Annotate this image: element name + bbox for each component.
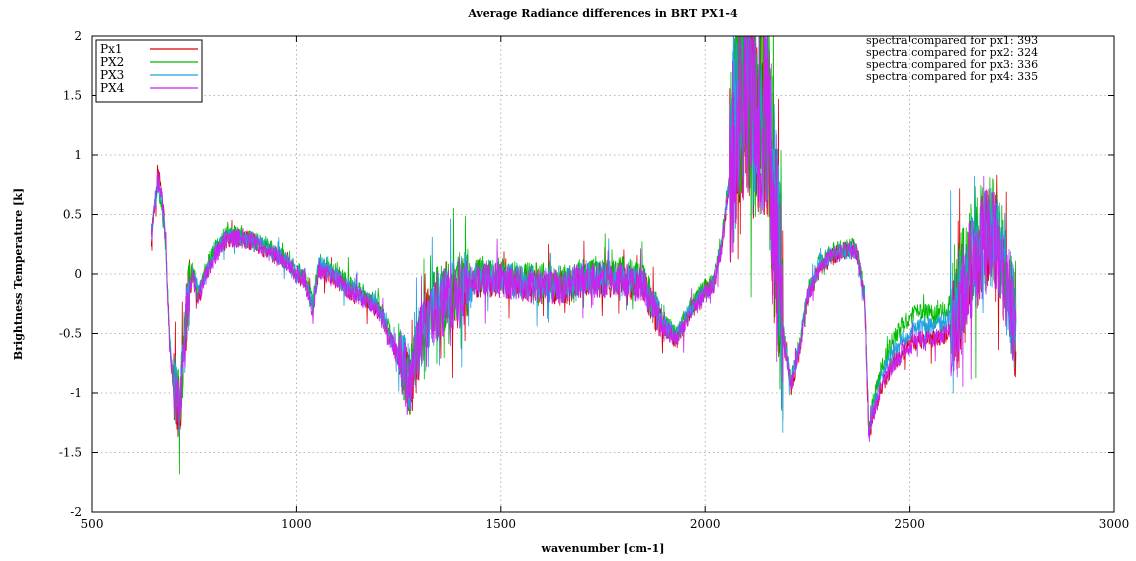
annotation-px1: spectra compared for px1: 393 bbox=[866, 34, 1038, 47]
y-axis-label: Brightness Temperature [k] bbox=[12, 188, 25, 360]
annotation-px4: spectra compared for px4: 335 bbox=[866, 70, 1038, 83]
x-tick-label: 1000 bbox=[281, 517, 312, 531]
y-tick-label: -1 bbox=[70, 386, 82, 400]
chart-title: Average Radiance differences in BRT PX1-… bbox=[467, 7, 738, 20]
legend-label-px3: PX3 bbox=[100, 68, 124, 82]
legend-label-px1: Px1 bbox=[100, 42, 122, 56]
x-tick-label: 1500 bbox=[486, 517, 517, 531]
x-tick-label: 500 bbox=[81, 517, 104, 531]
legend: Px1 PX2 PX3 PX4 bbox=[95, 39, 203, 103]
y-tick-label: 1.5 bbox=[63, 89, 82, 103]
y-tick-label: 1 bbox=[74, 148, 82, 162]
x-axis-label: wavenumber [cm-1] bbox=[541, 542, 665, 555]
annotations: spectra compared for px1: 393 spectra co… bbox=[866, 34, 1038, 83]
y-tick-label: 0.5 bbox=[63, 208, 82, 222]
x-tick-label: 2000 bbox=[690, 517, 721, 531]
plot-frame bbox=[91, 35, 1115, 513]
y-tick-label: 2 bbox=[74, 29, 82, 43]
series-group bbox=[150, 36, 1017, 475]
annotation-px3: spectra compared for px3: 336 bbox=[866, 58, 1038, 71]
y-tick-label: -2 bbox=[70, 505, 82, 519]
legend-box bbox=[95, 39, 203, 103]
x-tick-label: 2500 bbox=[894, 517, 925, 531]
legend-label-px4: PX4 bbox=[100, 81, 125, 95]
y-tick-label: -1.5 bbox=[59, 446, 82, 460]
legend-label-px2: PX2 bbox=[100, 55, 124, 69]
grid bbox=[91, 35, 1115, 513]
x-tick-label: 3000 bbox=[1099, 517, 1130, 531]
annotation-px2: spectra compared for px2: 324 bbox=[866, 46, 1038, 59]
y-tick-label: -0.5 bbox=[59, 327, 82, 341]
series-line-px4 bbox=[150, 36, 1017, 443]
y-tick-label: 0 bbox=[74, 267, 82, 281]
